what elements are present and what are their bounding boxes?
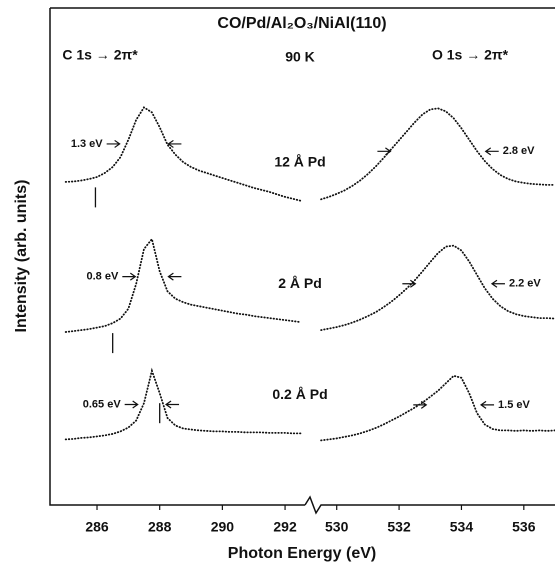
x-tick-label: 286	[85, 519, 109, 535]
fwhm-arrow	[106, 139, 121, 148]
series-label: 0.2 Å Pd	[272, 386, 327, 402]
fwhm-arrow	[413, 400, 428, 409]
spectrum-line	[320, 107, 555, 201]
fwhm-arrow	[402, 279, 417, 288]
series-label: 12 Å Pd	[274, 154, 325, 170]
fwhm-label: 0.8 eV	[87, 271, 119, 283]
fwhm-arrow	[479, 400, 495, 409]
x-tick-label: 288	[148, 519, 172, 535]
spectrum-line	[64, 367, 302, 441]
fwhm-label: 1.3 eV	[71, 138, 103, 150]
series-label: 2 Å Pd	[278, 275, 322, 291]
fwhm-arrow	[490, 279, 505, 288]
x-tick-label: 532	[387, 519, 411, 535]
panel-heading: C 1s → 2π*	[62, 47, 138, 63]
x-axis-label: Photon Energy (eV)	[228, 545, 376, 562]
x-tick-label: 536	[512, 519, 536, 535]
fwhm-arrow	[124, 400, 139, 409]
y-axis-label: Intensity (arb. units)	[13, 180, 30, 333]
fwhm-arrow	[167, 272, 182, 281]
fwhm-label: 1.5 eV	[498, 399, 530, 411]
spectrum-line	[64, 106, 302, 202]
axis-frame	[49, 7, 555, 515]
fwhm-label: 0.65 eV	[83, 398, 122, 410]
spectrum-line	[320, 244, 555, 331]
x-tick-label: 534	[450, 519, 474, 535]
fwhm-arrow	[122, 272, 137, 281]
fwhm-label: 2.2 eV	[509, 278, 541, 290]
spectrum-line	[320, 374, 555, 442]
spectrum-line	[64, 237, 302, 333]
chart-title: CO/Pd/Al₂O₃/NiAl(110)	[217, 15, 386, 32]
panel-heading: O 1s → 2π*	[432, 47, 509, 63]
x-tick-label: 292	[273, 519, 297, 535]
fwhm-arrow	[164, 400, 180, 409]
temperature-label: 90 K	[285, 49, 315, 65]
fwhm-label: 2.8 eV	[503, 145, 535, 157]
fwhm-arrow	[484, 147, 499, 156]
fwhm-arrow	[377, 147, 392, 156]
fwhm-arrow	[167, 139, 182, 148]
x-tick-label: 290	[211, 519, 235, 535]
x-tick-label: 530	[325, 519, 349, 535]
